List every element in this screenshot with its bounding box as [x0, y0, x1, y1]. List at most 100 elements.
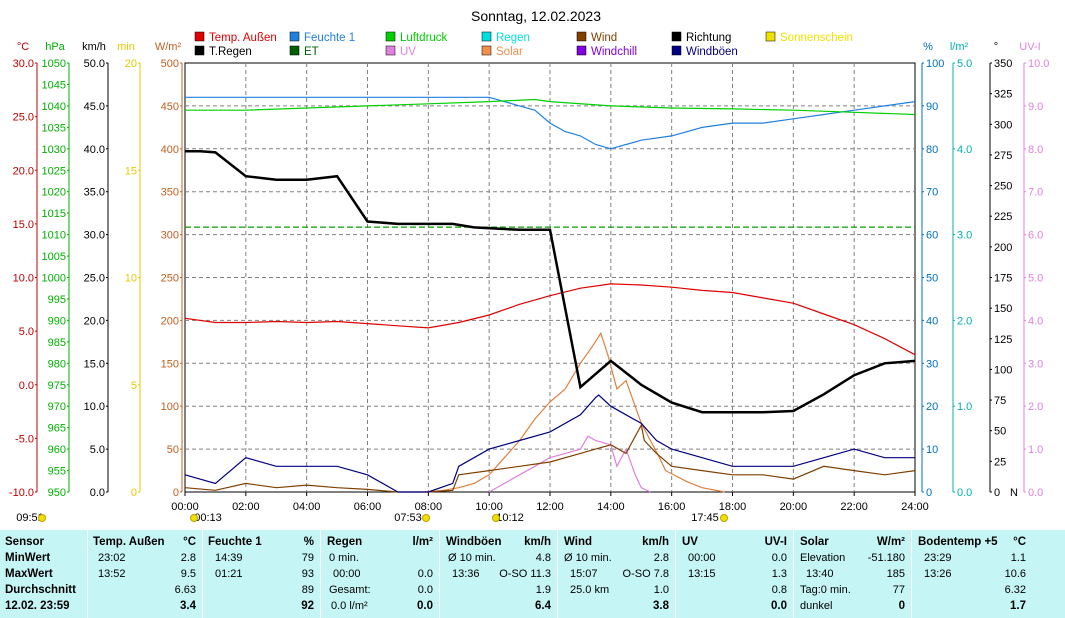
sun-marker-label: 09:51 [16, 512, 44, 524]
legend-swatch [481, 31, 492, 42]
legend-swatch [671, 31, 682, 42]
stats-soil-header: Bodentemp +5 [918, 536, 998, 548]
stats-col-solar: Solar W/m² Elevation -51.180 13:40 185 T… [793, 530, 911, 618]
stats-solar-last: 0 [898, 600, 905, 612]
left-1-tick-label: 1025 [42, 165, 66, 177]
legend-label: ET [304, 46, 319, 58]
stats-temp-header: Temp. Außen [93, 536, 165, 548]
stats-solar-day-label: Tag:0 min. [800, 584, 851, 596]
stats-col-gust: Windböen km/h Ø 10 min. 4.8 13:36 O-SO 1… [439, 530, 557, 618]
sun-marker-label: 07:53 [394, 512, 422, 524]
stats-humidity-min: 79 [301, 552, 314, 564]
left-1-tick-label: 950 [48, 487, 66, 499]
x-tick-label: 16:00 [658, 501, 686, 513]
stats-solar-state: dunkel [800, 600, 833, 612]
left-0-tick-label: 10.0 [13, 273, 34, 285]
left-1-tick-label: 985 [48, 337, 66, 349]
stats-wind-max: O-SO 7.8 [622, 568, 669, 580]
stats-rain-header: Regen [327, 536, 363, 548]
right-2-tick-label: 150 [994, 303, 1012, 315]
stats-uv-last: 0.0 [771, 600, 787, 612]
stats-row-labels: Sensor MinWert MaxWert Durchschnitt 12.0… [0, 530, 86, 618]
stats-gust-max: O-SO 11.3 [499, 568, 551, 580]
stats-temp-unit: °C [183, 536, 196, 548]
legend-label: Temp. Außen [209, 32, 277, 44]
sunrise-icon [422, 514, 430, 522]
stats-humidity-min-time: 14:39 [215, 552, 243, 564]
right-3-tick-label: 9.0 [1028, 101, 1043, 113]
left-2-tick-label: 10.0 [84, 401, 105, 413]
legend-swatch [481, 45, 492, 56]
left-0-tick-label: 30.0 [13, 58, 34, 70]
right-2-tick-label: 300 [994, 119, 1012, 131]
stats-humidity-avg: 89 [301, 584, 314, 596]
left-4-tick-label: 50 [167, 444, 179, 456]
legend-label: Regen [496, 32, 530, 44]
stats-temp-last: 3.4 [180, 600, 196, 612]
left-4-tick-label: 350 [161, 187, 179, 199]
stats-temp-min: 2.8 [180, 552, 196, 564]
stats-gust-avg: 1.9 [535, 584, 551, 596]
left-1-tick-label: 1010 [42, 230, 66, 242]
stats-solar-max: 185 [886, 568, 905, 580]
row-label-last: 12.02. 23:59 [5, 600, 70, 612]
stats-temp-min-time: 23:02 [98, 552, 126, 564]
sun-marker-label: 00:13 [194, 512, 222, 524]
weather-chart: 30.025.020.015.010.05.00.0-5.0-10.0°C105… [9, 8, 1050, 524]
left-1-tick-label: 995 [48, 294, 66, 306]
left-1-tick-label: 960 [48, 444, 66, 456]
stats-wind-avg-label: Ø 10 min. [564, 552, 612, 564]
right-2-unit-label: ° [994, 41, 998, 53]
x-tick-label: 14:00 [597, 501, 625, 513]
stats-gust-header: Windböen [446, 536, 502, 548]
left-1-tick-label: 975 [48, 380, 66, 392]
stats-soil-max-time: 13:26 [924, 568, 952, 580]
legend-label: Solar [496, 46, 523, 58]
left-2-tick-label: 30.0 [84, 230, 105, 242]
right-0-tick-label: 40 [926, 315, 938, 327]
left-0-tick-label: -5.0 [15, 433, 34, 445]
legend-label: T.Regen [209, 46, 252, 58]
x-tick-label: 22:00 [840, 501, 868, 513]
stats-uv-unit: UV-I [764, 536, 787, 548]
right-0-tick-label: 30 [926, 358, 938, 370]
stats-gust-avg-label: Ø 10 min. [448, 552, 496, 564]
stats-col-soil: Bodentemp +5 °C 23:29 1.1 13:26 10.6 6.3… [911, 530, 1026, 618]
left-4-tick-label: 0 [173, 487, 179, 499]
left-1-tick-label: 1015 [42, 208, 66, 220]
left-4-tick-label: 400 [161, 144, 179, 156]
left-3-tick-label: 15 [125, 165, 137, 177]
x-tick-label: 12:00 [536, 501, 564, 513]
right-0-tick-label: 50 [926, 273, 938, 285]
moonset-icon [492, 514, 500, 522]
right-3-tick-label: 0.0 [1028, 487, 1043, 499]
stats-uv-min: 0.0 [771, 552, 787, 564]
stats-temp-max-time: 13:52 [98, 568, 126, 580]
left-1-tick-label: 990 [48, 315, 66, 327]
stats-col-wind: Wind km/h Ø 10 min. 2.8 15:07 O-SO 7.8 2… [557, 530, 675, 618]
right-1-unit-label: l/m² [950, 41, 969, 53]
right-0-tick-label: 100 [926, 58, 944, 70]
stats-humidity-last: 92 [301, 600, 314, 612]
x-tick-label: 08:00 [415, 501, 443, 513]
right-3-tick-label: 4.0 [1028, 315, 1043, 327]
left-1-tick-label: 1030 [42, 144, 66, 156]
right-3-tick-label: 3.0 [1028, 358, 1043, 370]
x-tick-label: 24:00 [901, 501, 929, 513]
stats-wind-last: 3.8 [653, 600, 669, 612]
stats-uv-header: UV [682, 536, 698, 548]
x-tick-label: 04:00 [293, 501, 321, 513]
legend-label: Windböen [686, 46, 738, 58]
stats-humidity-header: Feuchte 1 [208, 536, 262, 548]
right-2-tick-label: 225 [994, 211, 1012, 223]
right-2-tick-label: 50 [994, 426, 1006, 438]
series-line-wind [184, 423, 916, 493]
left-1-tick-label: 1035 [42, 122, 66, 134]
stats-solar-header: Solar [800, 536, 829, 548]
series-line-solar [425, 331, 726, 493]
right-1-tick-label: 1.0 [957, 401, 972, 413]
left-1-tick-label: 1005 [42, 251, 66, 263]
right-2-tick-label: 25 [994, 456, 1006, 468]
right-2-tick-label: 125 [994, 334, 1012, 346]
x-tick-label: 00:00 [171, 501, 199, 513]
